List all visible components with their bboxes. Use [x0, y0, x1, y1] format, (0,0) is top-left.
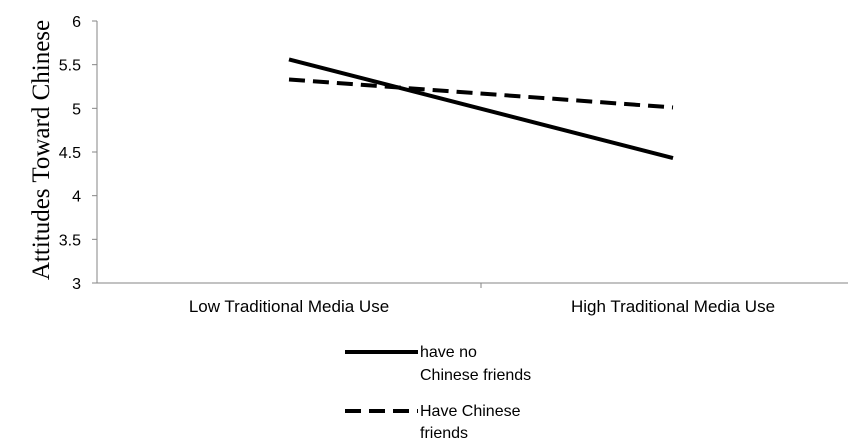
- y-tick-label: 5.5: [59, 58, 81, 75]
- legend: have no Chinese friends Have Chinese fri…: [345, 344, 531, 441]
- series-line-1: [288, 57, 674, 161]
- y-tick-label: 3.5: [59, 232, 81, 249]
- legend-label-line1: Have Chinese: [420, 403, 521, 420]
- y-tick-label: 4: [72, 189, 81, 206]
- y-axis-label: Attitudes Toward Chinese: [28, 20, 55, 280]
- legend-item-no-friends: have no Chinese friends: [345, 344, 531, 384]
- y-tick-label: 3: [72, 276, 81, 293]
- x-category-label: Low Traditional Media Use: [189, 297, 389, 316]
- x-category-label: High Traditional Media Use: [571, 297, 775, 316]
- y-ticks: 3 3.5 4 4.5 5 5.5 6: [59, 14, 97, 293]
- y-tick-label: 4.5: [59, 145, 81, 162]
- x-categories: Low Traditional Media Use High Traditiona…: [189, 283, 775, 316]
- legend-label-line2: friends: [420, 425, 468, 441]
- y-tick-label: 5: [72, 101, 81, 118]
- legend-label-line2: Chinese friends: [420, 367, 531, 384]
- legend-label-line1: have no: [420, 344, 477, 361]
- series-line-2: [288, 77, 674, 110]
- axes: [96, 21, 848, 284]
- series-lines: [288, 57, 674, 161]
- legend-item-have-friends: Have Chinese friends: [345, 403, 521, 441]
- y-tick-label: 6: [72, 14, 81, 31]
